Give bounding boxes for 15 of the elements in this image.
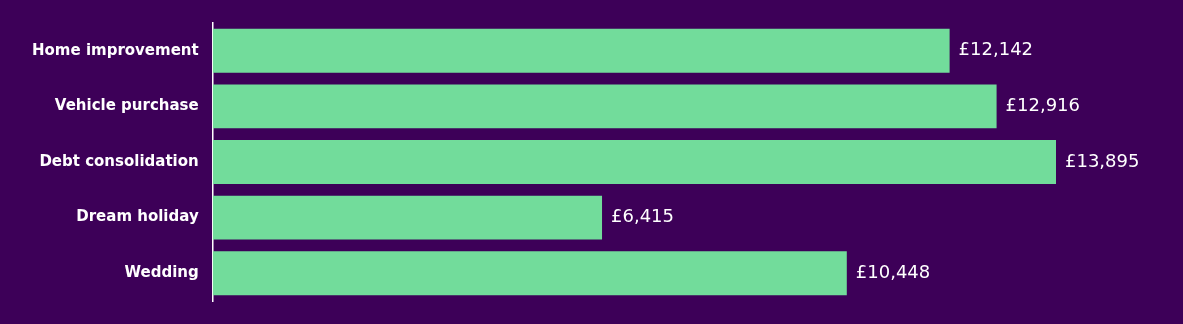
data-label: £6,415 [611,205,675,227]
bar [212,251,847,296]
y-tick-label: Home improvement [32,40,199,59]
bar [212,28,950,73]
bar [212,84,997,129]
bar [212,195,603,240]
data-label: £13,895 [1065,149,1140,171]
y-tick-label: Dream holiday [76,207,199,226]
data-label: £10,448 [855,260,931,282]
y-tick-label: Debt consolidation [39,151,199,170]
data-label: £12,916 [1005,94,1081,116]
y-tick-label: Wedding [124,263,199,282]
bar [212,140,1056,184]
data-label: £12,142 [958,38,1034,60]
y-tick-label: Vehicle purchase [54,96,199,115]
